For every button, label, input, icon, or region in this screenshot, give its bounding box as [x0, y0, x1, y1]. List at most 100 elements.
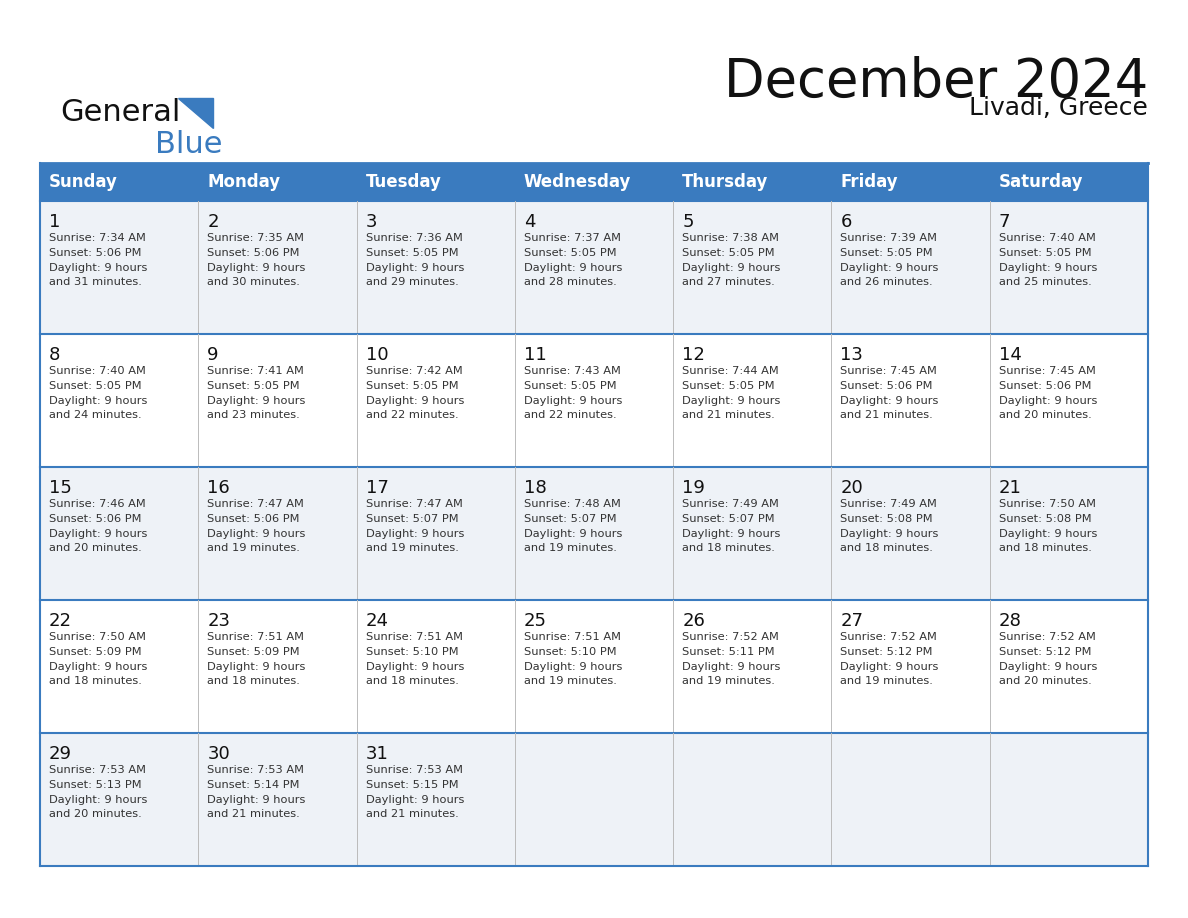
Text: Sunrise: 7:53 AM: Sunrise: 7:53 AM — [366, 765, 462, 775]
Text: Daylight: 9 hours: Daylight: 9 hours — [207, 662, 305, 672]
Text: Sunset: 5:05 PM: Sunset: 5:05 PM — [207, 381, 299, 391]
Text: and 29 minutes.: and 29 minutes. — [366, 277, 459, 287]
Text: 20: 20 — [840, 479, 864, 497]
Text: 3: 3 — [366, 213, 377, 231]
Text: and 27 minutes.: and 27 minutes. — [682, 277, 775, 287]
Text: Sunset: 5:05 PM: Sunset: 5:05 PM — [366, 381, 459, 391]
Text: Sunrise: 7:52 AM: Sunrise: 7:52 AM — [682, 632, 779, 642]
Text: 18: 18 — [524, 479, 546, 497]
Text: Sunrise: 7:47 AM: Sunrise: 7:47 AM — [207, 499, 304, 509]
Text: Sunrise: 7:45 AM: Sunrise: 7:45 AM — [840, 366, 937, 376]
Text: Sunset: 5:05 PM: Sunset: 5:05 PM — [682, 248, 775, 258]
Text: Daylight: 9 hours: Daylight: 9 hours — [366, 529, 465, 539]
Text: Sunset: 5:06 PM: Sunset: 5:06 PM — [840, 381, 933, 391]
Bar — [40, 334, 1148, 467]
Text: 2: 2 — [207, 213, 219, 231]
Text: and 19 minutes.: and 19 minutes. — [207, 543, 301, 553]
Text: 31: 31 — [366, 745, 388, 763]
Text: Friday: Friday — [840, 173, 898, 191]
Text: Sunset: 5:12 PM: Sunset: 5:12 PM — [999, 647, 1092, 657]
Text: and 18 minutes.: and 18 minutes. — [999, 543, 1092, 553]
Text: Daylight: 9 hours: Daylight: 9 hours — [999, 263, 1097, 273]
Text: Daylight: 9 hours: Daylight: 9 hours — [682, 263, 781, 273]
Text: Sunrise: 7:51 AM: Sunrise: 7:51 AM — [366, 632, 462, 642]
Text: 30: 30 — [207, 745, 230, 763]
Text: and 18 minutes.: and 18 minutes. — [366, 676, 459, 686]
Text: Sunset: 5:10 PM: Sunset: 5:10 PM — [524, 647, 617, 657]
Text: Sunrise: 7:52 AM: Sunrise: 7:52 AM — [840, 632, 937, 642]
Text: Daylight: 9 hours: Daylight: 9 hours — [49, 263, 147, 273]
Bar — [40, 733, 1148, 866]
Text: Sunset: 5:05 PM: Sunset: 5:05 PM — [524, 381, 617, 391]
Text: 19: 19 — [682, 479, 704, 497]
Text: 6: 6 — [840, 213, 852, 231]
Bar — [674, 163, 832, 201]
Text: 11: 11 — [524, 346, 546, 364]
Text: Sunset: 5:06 PM: Sunset: 5:06 PM — [49, 248, 141, 258]
Text: 27: 27 — [840, 612, 864, 630]
Text: Sunrise: 7:50 AM: Sunrise: 7:50 AM — [999, 499, 1095, 509]
Text: Sunset: 5:08 PM: Sunset: 5:08 PM — [840, 514, 933, 524]
Text: Sunset: 5:05 PM: Sunset: 5:05 PM — [49, 381, 141, 391]
Text: Sunrise: 7:53 AM: Sunrise: 7:53 AM — [207, 765, 304, 775]
Text: 5: 5 — [682, 213, 694, 231]
Text: Sunrise: 7:51 AM: Sunrise: 7:51 AM — [524, 632, 621, 642]
Text: Sunrise: 7:41 AM: Sunrise: 7:41 AM — [207, 366, 304, 376]
Bar — [356, 163, 514, 201]
Text: and 18 minutes.: and 18 minutes. — [840, 543, 934, 553]
Text: Sunrise: 7:49 AM: Sunrise: 7:49 AM — [682, 499, 779, 509]
Text: Daylight: 9 hours: Daylight: 9 hours — [999, 529, 1097, 539]
Text: Sunrise: 7:40 AM: Sunrise: 7:40 AM — [49, 366, 146, 376]
Text: and 22 minutes.: and 22 minutes. — [366, 410, 459, 420]
Text: Sunrise: 7:53 AM: Sunrise: 7:53 AM — [49, 765, 146, 775]
Text: 28: 28 — [999, 612, 1022, 630]
Text: 4: 4 — [524, 213, 536, 231]
Text: 9: 9 — [207, 346, 219, 364]
Bar — [40, 163, 198, 201]
Text: and 21 minutes.: and 21 minutes. — [682, 410, 775, 420]
Text: Sunrise: 7:42 AM: Sunrise: 7:42 AM — [366, 366, 462, 376]
Text: 17: 17 — [366, 479, 388, 497]
Text: 21: 21 — [999, 479, 1022, 497]
Text: Daylight: 9 hours: Daylight: 9 hours — [49, 795, 147, 805]
Text: Sunset: 5:13 PM: Sunset: 5:13 PM — [49, 780, 141, 790]
Text: Sunset: 5:11 PM: Sunset: 5:11 PM — [682, 647, 775, 657]
Text: Wednesday: Wednesday — [524, 173, 631, 191]
Text: 15: 15 — [49, 479, 72, 497]
Text: Saturday: Saturday — [999, 173, 1083, 191]
Text: Sunset: 5:06 PM: Sunset: 5:06 PM — [207, 248, 299, 258]
Text: Sunrise: 7:48 AM: Sunrise: 7:48 AM — [524, 499, 621, 509]
Bar — [198, 163, 356, 201]
Polygon shape — [178, 98, 213, 128]
Text: Daylight: 9 hours: Daylight: 9 hours — [49, 396, 147, 406]
Text: Sunset: 5:12 PM: Sunset: 5:12 PM — [840, 647, 933, 657]
Text: Sunset: 5:15 PM: Sunset: 5:15 PM — [366, 780, 459, 790]
Text: Sunset: 5:08 PM: Sunset: 5:08 PM — [999, 514, 1092, 524]
Text: Sunset: 5:07 PM: Sunset: 5:07 PM — [524, 514, 617, 524]
Text: Sunset: 5:06 PM: Sunset: 5:06 PM — [49, 514, 141, 524]
Text: and 31 minutes.: and 31 minutes. — [49, 277, 141, 287]
Text: and 20 minutes.: and 20 minutes. — [49, 809, 141, 819]
Text: Sunday: Sunday — [49, 173, 118, 191]
Bar — [832, 163, 990, 201]
Text: Sunset: 5:07 PM: Sunset: 5:07 PM — [682, 514, 775, 524]
Text: Sunrise: 7:49 AM: Sunrise: 7:49 AM — [840, 499, 937, 509]
Text: and 24 minutes.: and 24 minutes. — [49, 410, 141, 420]
Text: 25: 25 — [524, 612, 546, 630]
Text: Daylight: 9 hours: Daylight: 9 hours — [207, 396, 305, 406]
Text: Daylight: 9 hours: Daylight: 9 hours — [524, 263, 623, 273]
Text: 12: 12 — [682, 346, 704, 364]
Text: Daylight: 9 hours: Daylight: 9 hours — [524, 396, 623, 406]
Bar — [40, 600, 1148, 733]
Text: Sunset: 5:06 PM: Sunset: 5:06 PM — [999, 381, 1092, 391]
Text: Daylight: 9 hours: Daylight: 9 hours — [524, 529, 623, 539]
Text: Daylight: 9 hours: Daylight: 9 hours — [840, 662, 939, 672]
Text: Daylight: 9 hours: Daylight: 9 hours — [207, 529, 305, 539]
Text: Daylight: 9 hours: Daylight: 9 hours — [207, 263, 305, 273]
Text: Daylight: 9 hours: Daylight: 9 hours — [207, 795, 305, 805]
Text: Livadi, Greece: Livadi, Greece — [969, 96, 1148, 120]
Bar — [514, 163, 674, 201]
Text: Daylight: 9 hours: Daylight: 9 hours — [840, 529, 939, 539]
Text: Daylight: 9 hours: Daylight: 9 hours — [366, 795, 465, 805]
Text: and 21 minutes.: and 21 minutes. — [207, 809, 301, 819]
